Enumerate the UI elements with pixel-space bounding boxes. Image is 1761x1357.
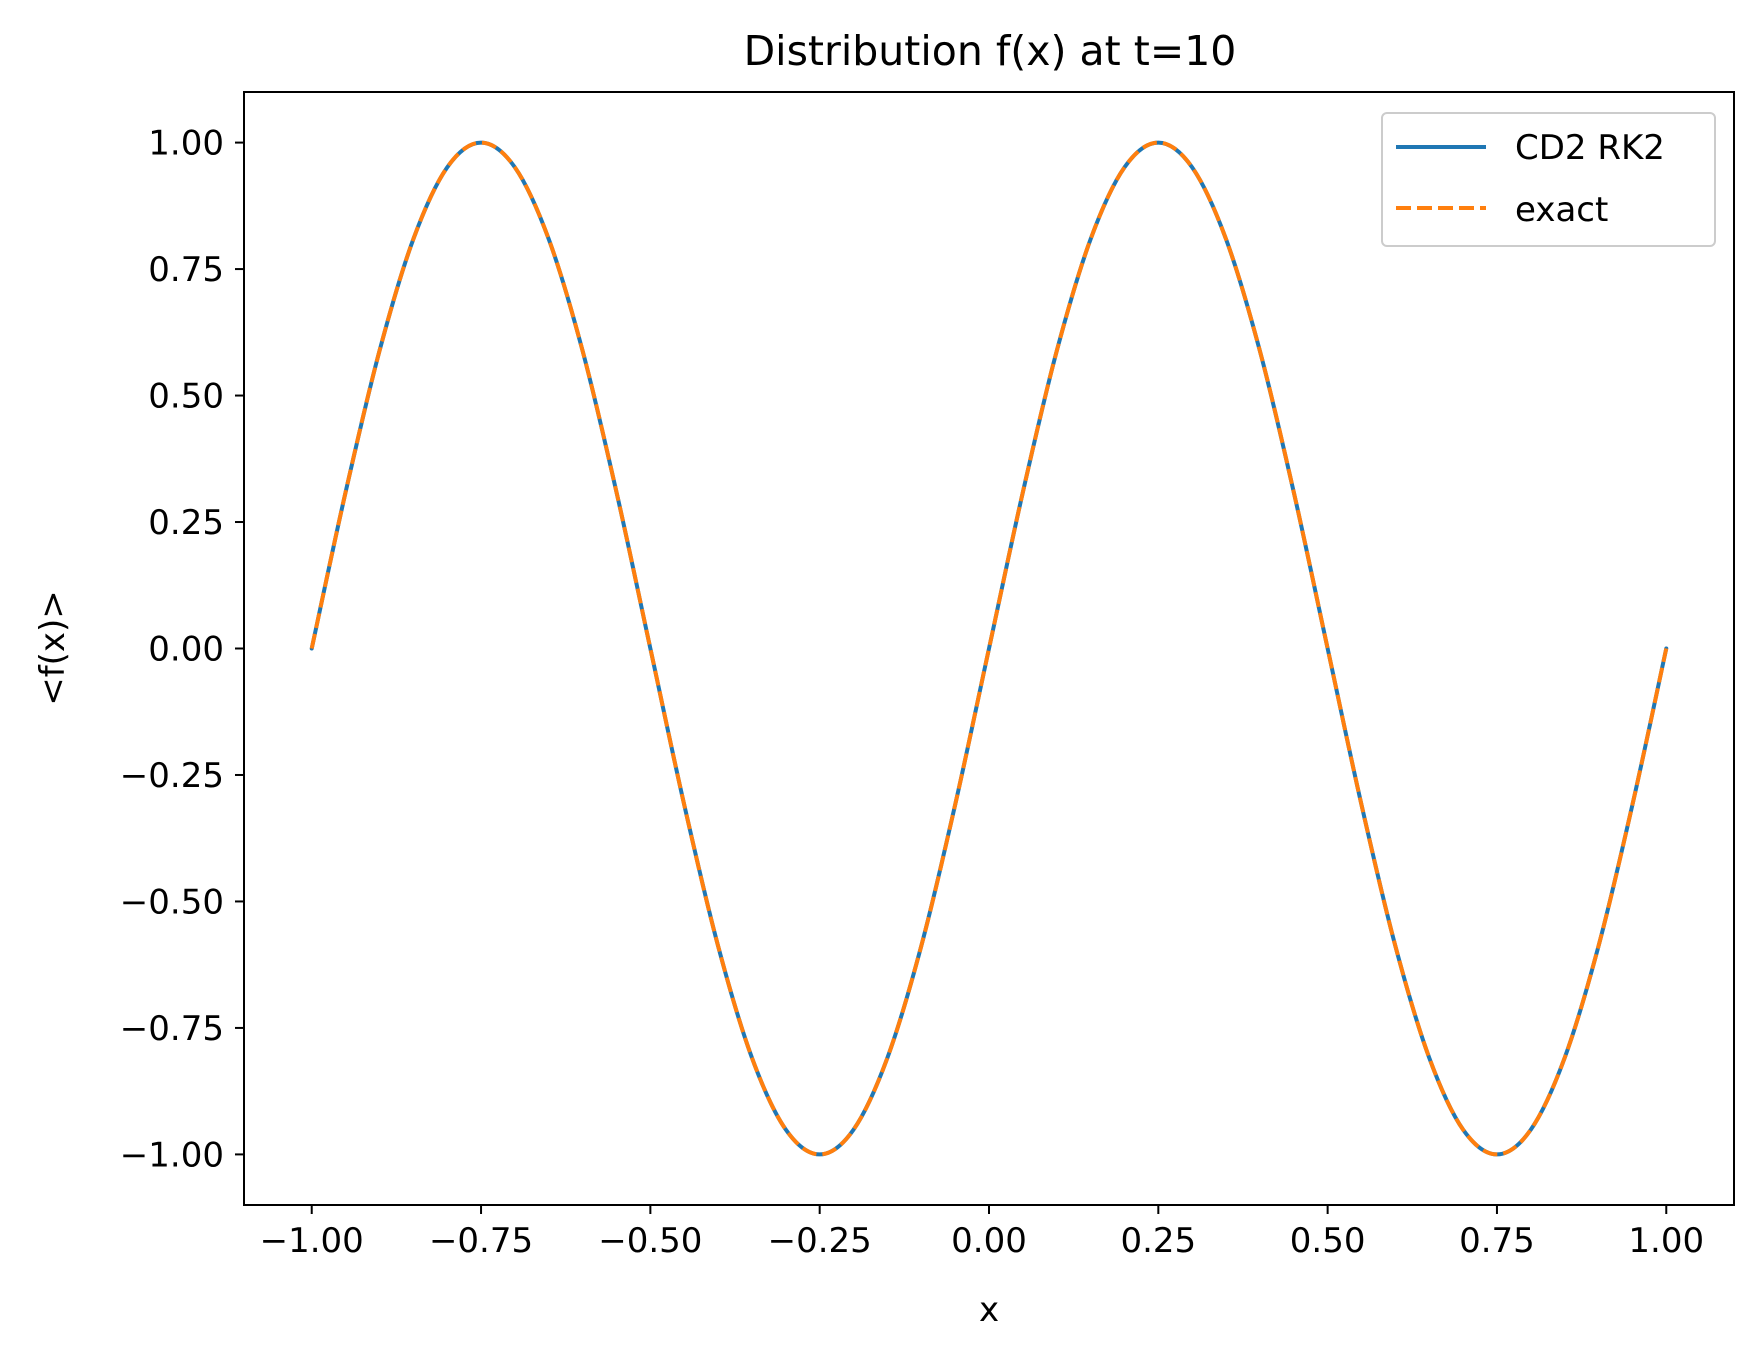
series-layer [309,140,1669,1157]
x-axis-label: x [979,1290,999,1330]
y-tick-label: −0.25 [120,756,224,796]
x-tick-label: 0.25 [1120,1221,1196,1261]
x-tick-label: 0.75 [1459,1221,1535,1261]
x-tick-label: −1.00 [260,1221,364,1261]
y-tick-label: −0.50 [120,882,224,922]
x-tick-label: 0.50 [1290,1221,1366,1261]
legend: CD2 RK2 exact [1381,112,1716,247]
y-tick-label: 0.00 [148,630,224,670]
chart-title: Distribution f(x) at t=10 [744,27,1237,75]
y-tick-label: 0.25 [148,503,224,543]
x-tick-label: −0.50 [598,1221,702,1261]
x-tick-label: 1.00 [1628,1221,1704,1261]
x-axis-ticks: −1.00 −0.75 −0.50 −0.25 0.00 0.25 0.50 0.75 1.00 [260,1205,1704,1261]
legend-label-cd2-rk2: CD2 RK2 [1515,128,1665,168]
y-axis-ticks: 1.00 0.75 0.50 0.25 0.00 −0.25 −0.50 −0.75 −1.00 [120,124,244,1175]
y-tick-label: 0.50 [148,377,224,417]
legend-label-exact: exact [1515,190,1608,230]
series-line-cd2-rk2 [309,140,1669,1157]
y-tick-label: −1.00 [120,1135,224,1175]
x-tick-label: −0.75 [429,1221,533,1261]
y-tick-label: 1.00 [148,124,224,164]
x-tick-label: −0.25 [768,1221,872,1261]
x-tick-label: 0.00 [951,1221,1027,1261]
y-tick-label: 0.75 [148,250,224,290]
y-axis-label: <f(x)> [33,590,73,706]
y-tick-label: −0.75 [120,1009,224,1049]
